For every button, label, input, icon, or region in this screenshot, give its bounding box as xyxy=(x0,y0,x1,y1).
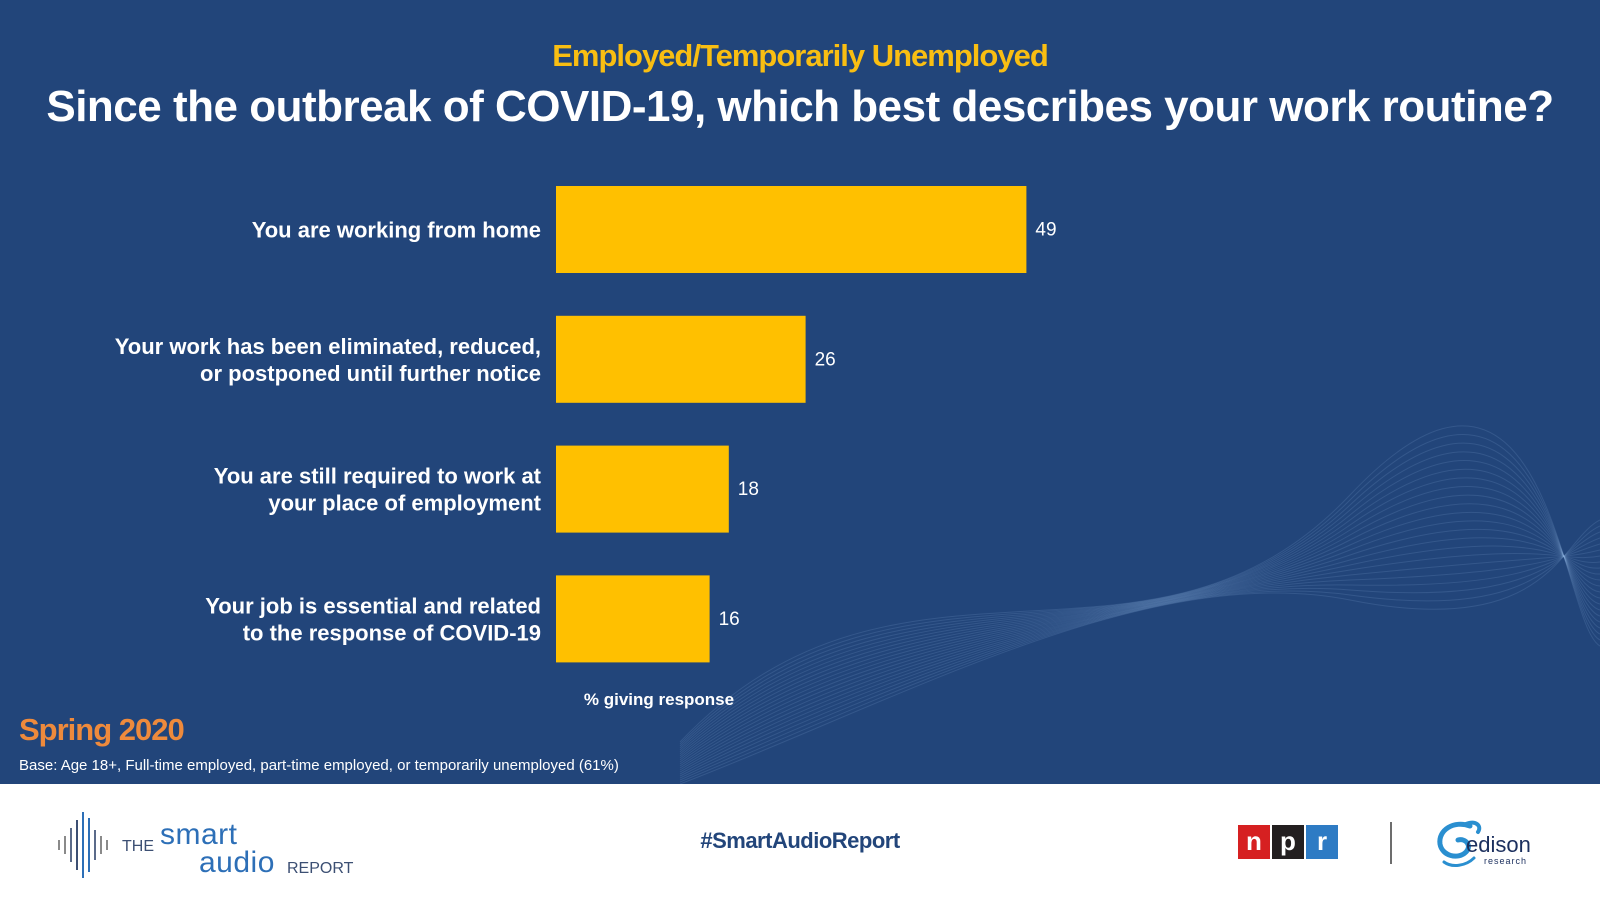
value-label-1: 49 xyxy=(1035,220,1056,241)
category-label-2-line-2: or postponed until further notice xyxy=(200,361,541,386)
wave-line xyxy=(679,486,1600,757)
category-label-3-line-1: You are still required to work at xyxy=(214,464,542,489)
logo-divider xyxy=(1390,822,1392,864)
decorative-waves xyxy=(679,425,1600,784)
category-label-4-line-1: Your job is essential and related xyxy=(205,593,541,618)
category-label-3-line-2: your place of employment xyxy=(268,491,541,516)
wave-line xyxy=(679,460,1600,751)
npr-letter-r: r xyxy=(1306,825,1338,859)
wave-line xyxy=(679,537,1600,779)
logo-smart: smart xyxy=(160,818,238,851)
wave-line xyxy=(679,503,1600,761)
wave-line xyxy=(679,525,1600,783)
edison-wordmark: edison xyxy=(1466,832,1531,857)
base-footnote: Base: Age 18+, Full-time employed, part-… xyxy=(19,757,619,774)
bar-4 xyxy=(556,575,710,663)
bar-3 xyxy=(556,445,729,533)
wave-line xyxy=(679,553,1600,773)
wave-line xyxy=(679,434,1600,745)
edison-subword: research xyxy=(1484,856,1528,866)
wave-line xyxy=(679,528,1600,767)
sound-wave-icon xyxy=(58,812,108,878)
wave-line xyxy=(679,494,1600,759)
smart-audio-report-logo: THE smart audio REPORT xyxy=(56,808,376,880)
wave-line xyxy=(679,543,1600,777)
slide-title: Since the outbreak of COVID-19, which be… xyxy=(46,82,1554,131)
hashtag: #SmartAudioReport xyxy=(700,828,900,853)
wave-line xyxy=(679,468,1600,753)
bar-chart: 49 You are working from home 26 Your work h… xyxy=(115,186,1057,709)
npr-logo: n p r xyxy=(1238,825,1340,859)
bar-2 xyxy=(556,315,806,403)
wave-line xyxy=(679,531,1600,781)
logo-the: THE xyxy=(122,838,154,855)
category-label-2-line-1: Your work has been eliminated, reduced, xyxy=(115,334,541,359)
wave-line xyxy=(679,545,1600,771)
wave-line xyxy=(679,477,1600,755)
wave-line xyxy=(679,451,1600,749)
value-label-2: 26 xyxy=(815,349,836,370)
slide-background: Employed/Temporarily Unemployed Since th… xyxy=(0,0,1600,784)
category-label-1-line-1: You are working from home xyxy=(252,218,541,243)
value-label-3: 18 xyxy=(738,479,759,500)
wave-line xyxy=(679,425,1600,743)
wave-line xyxy=(679,520,1600,765)
wave-line xyxy=(679,549,1600,775)
x-axis-label: % giving response xyxy=(584,690,734,709)
season-label: Spring 2020 xyxy=(19,712,185,747)
category-label-4-line-2: to the response of COVID-19 xyxy=(243,620,541,645)
slide-subtitle: Employed/Temporarily Unemployed xyxy=(552,38,1049,73)
wave-line xyxy=(679,511,1600,763)
wave-line xyxy=(679,442,1600,747)
wave-line xyxy=(679,537,1600,769)
edison-research-logo: edison research xyxy=(1436,816,1566,872)
wave-line xyxy=(679,519,1600,784)
logo-report: REPORT xyxy=(287,860,354,877)
logo-audio: audio xyxy=(199,846,275,879)
bar-1 xyxy=(556,186,1027,273)
npr-letter-p: p xyxy=(1272,825,1304,859)
value-label-4: 16 xyxy=(719,609,740,630)
npr-letter-n: n xyxy=(1238,825,1270,859)
footer: THE smart audio REPORT #SmartAudioReport… xyxy=(0,784,1600,900)
edison-swirl-icon xyxy=(1437,820,1482,867)
